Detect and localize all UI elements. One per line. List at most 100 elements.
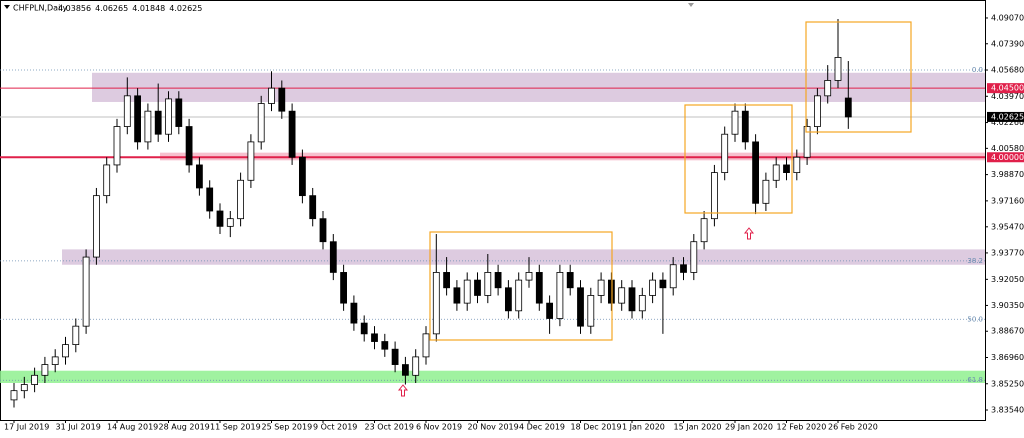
candle-body: [206, 187, 214, 212]
scroll-marker: [688, 3, 694, 7]
candle-body: [288, 110, 296, 158]
candle-body: [185, 126, 193, 166]
level-tag: [987, 152, 1024, 163]
x-tick-label: 26 Feb 2020: [828, 423, 878, 432]
range-box: [429, 231, 613, 341]
candle-body: [834, 57, 842, 81]
candle-body: [690, 241, 698, 273]
x-tick-label: 1 Jan 2020: [622, 423, 665, 432]
x-tick-label: 6 Nov 2019: [416, 423, 462, 432]
candle-body: [463, 279, 471, 304]
x-tick-label: 12 Feb 2020: [777, 423, 827, 432]
ohlc-value: 4.01848: [132, 4, 165, 13]
candle-body: [298, 156, 306, 197]
candle-body: [504, 287, 512, 312]
candle-body: [381, 341, 389, 350]
candle-body: [577, 287, 584, 327]
candle-body: [669, 264, 677, 289]
x-tick-label: 11 Sep 2019: [210, 423, 261, 432]
candle-body: [587, 295, 595, 327]
candle-body: [556, 272, 564, 319]
zone: [62, 249, 985, 265]
candle-body: [597, 279, 605, 296]
candle-body: [484, 272, 492, 296]
ohlc-value: 4.06265: [95, 4, 128, 13]
y-tick-label: 3.86960: [991, 353, 1024, 362]
candle-body: [278, 87, 286, 112]
candle-body: [741, 110, 749, 143]
x-tick-label: 31 Jul 2019: [56, 423, 101, 432]
candle-body: [412, 356, 420, 376]
candle-body: [752, 141, 759, 204]
plot-frame: [0, 0, 986, 421]
x-tick-label: 20 Nov 2019: [468, 423, 519, 432]
candle-body: [824, 80, 832, 97]
y-tick-label: 4.00580: [991, 144, 1024, 153]
candle-body: [226, 218, 234, 227]
candle-body: [20, 384, 28, 392]
candle-body: [195, 164, 203, 189]
candle-body: [680, 264, 687, 273]
candle-body: [494, 272, 502, 289]
x-tick-label: 15 Jan 2020: [674, 423, 722, 432]
candle-body: [422, 333, 430, 358]
candle-body: [31, 374, 39, 385]
candle-body: [731, 110, 739, 135]
candle-body: [51, 356, 59, 365]
candle-body: [82, 256, 90, 327]
candle-body: [113, 126, 121, 166]
menu-arrow[interactable]: [4, 5, 10, 9]
candle-body: [721, 133, 729, 174]
y-tick-label: 3.90350: [991, 301, 1024, 310]
candle-body: [123, 95, 131, 127]
candle-body: [144, 110, 152, 143]
candle-body: [649, 279, 656, 296]
fib-label: 50.0: [967, 315, 983, 323]
candle-body: [329, 241, 337, 273]
candle-body: [659, 279, 667, 289]
candle-body: [525, 272, 533, 281]
x-tick-label: 28 Aug 2019: [159, 423, 210, 432]
candle-body: [247, 141, 255, 181]
candle-body: [237, 179, 245, 220]
candle-body: [474, 279, 481, 296]
candle-body: [340, 272, 348, 304]
ohlc-value: 4.02625: [169, 4, 202, 13]
candle-body: [41, 364, 49, 376]
fib-label: 0.0: [972, 66, 983, 74]
level-tag: [987, 83, 1024, 94]
candle-body: [762, 179, 770, 204]
candle-body: [360, 322, 368, 335]
arrow-up: [743, 227, 755, 240]
candle-body: [62, 344, 69, 358]
candle-body: [10, 390, 18, 401]
price-tag: [987, 111, 1024, 122]
candle-body: [628, 287, 636, 312]
level-label: 4.00000: [991, 153, 1024, 162]
y-tick-label: 3.98870: [991, 170, 1024, 179]
y-tick-label: 3.97160: [991, 196, 1024, 205]
candle-body: [803, 126, 811, 158]
candle-body: [401, 364, 409, 376]
candle-body: [154, 110, 162, 135]
y-tick-label: 4.07390: [991, 39, 1024, 48]
candle-body: [134, 95, 142, 143]
candle-body: [432, 272, 440, 335]
candle-body: [257, 103, 265, 143]
candle-body: [93, 195, 100, 258]
range-box: [805, 21, 912, 133]
y-tick-label: 3.85250: [991, 379, 1024, 388]
candle-body: [844, 97, 852, 118]
x-tick-label: 25 Sep 2019: [262, 423, 313, 432]
range-box: [684, 104, 793, 214]
level-label: 4.04500: [991, 84, 1024, 93]
candle-body: [638, 295, 646, 312]
x-tick-label: 14 Aug 2019: [107, 423, 158, 432]
candle-body: [268, 87, 275, 104]
candle-body: [350, 302, 358, 324]
candle-body: [515, 279, 523, 312]
candle-body: [793, 156, 801, 174]
x-tick-label: 18 Dec 2019: [571, 423, 622, 432]
candle-body: [103, 164, 111, 197]
candle-body: [443, 272, 451, 289]
